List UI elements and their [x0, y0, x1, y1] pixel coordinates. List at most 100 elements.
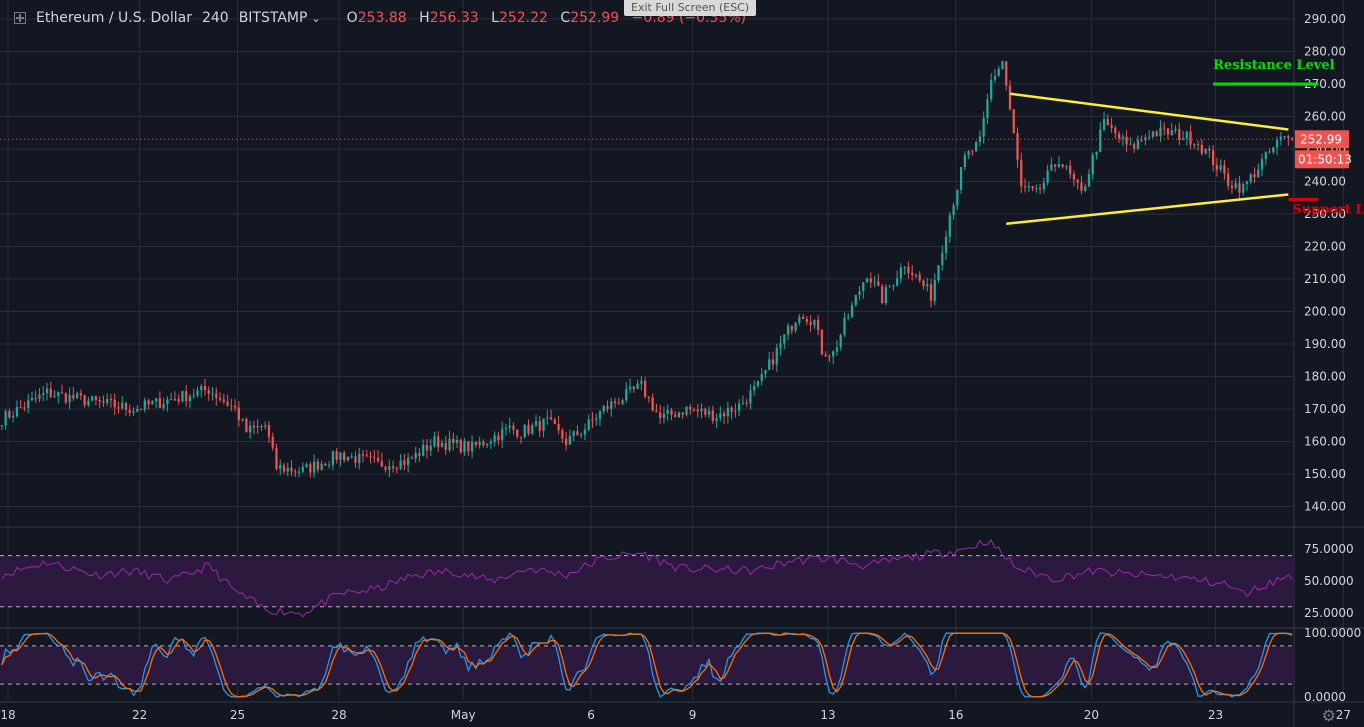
candle-body	[982, 118, 985, 137]
candle-body	[862, 282, 865, 292]
candle-body	[692, 409, 696, 411]
timeframe[interactable]: 240	[201, 10, 229, 26]
candle-body	[700, 408, 703, 412]
candle-body	[132, 411, 135, 413]
stoch-tick-label: 0.0000	[1304, 690, 1346, 704]
candle-body	[1144, 137, 1147, 141]
price-tick-label: 200.00	[1304, 305, 1346, 319]
candle-body	[828, 356, 831, 358]
candle-body	[888, 286, 891, 288]
candle-body	[1230, 185, 1234, 189]
candle-body	[1008, 85, 1012, 110]
candle-body	[151, 401, 154, 405]
candle-body	[154, 398, 158, 402]
high-value: 256.33	[429, 10, 479, 26]
candle-body	[358, 453, 361, 464]
candle-body	[602, 405, 605, 412]
candle-body	[854, 294, 857, 305]
candle-body	[1114, 127, 1117, 134]
candle-body	[482, 441, 485, 446]
candle-body	[192, 395, 195, 397]
candle-body	[651, 397, 654, 411]
candle-body	[12, 416, 15, 418]
candle-body	[452, 438, 455, 443]
candle-body	[241, 418, 244, 421]
candle-body	[1117, 133, 1121, 139]
candle-body	[459, 439, 462, 453]
candle-body	[463, 441, 466, 453]
candle-body	[418, 452, 421, 457]
countdown-value: 01:50:13	[1298, 152, 1352, 166]
candle-body	[1196, 144, 1200, 146]
candle-body	[798, 316, 801, 323]
candle-body	[57, 392, 60, 396]
candle-body	[677, 412, 681, 418]
candle-body	[1038, 188, 1042, 190]
candle-body	[892, 285, 895, 287]
exchange[interactable]: BITSTAMP	[238, 10, 308, 26]
gear-icon[interactable]: ⚙	[1321, 706, 1336, 725]
candle-body	[376, 457, 380, 461]
candle-body	[256, 426, 259, 428]
candle-body	[27, 400, 30, 408]
candle-body	[260, 426, 263, 428]
candle-body	[346, 457, 350, 461]
price-tick-label: 190.00	[1304, 337, 1346, 351]
candle-body	[899, 267, 903, 279]
close-value: 252.99	[570, 10, 620, 26]
candle-body	[218, 397, 222, 400]
candle-body	[771, 359, 775, 365]
candle-body	[1061, 164, 1064, 167]
candle-body	[918, 274, 921, 281]
chevron-down-icon[interactable]: ⌄	[311, 11, 321, 25]
candle-body	[1136, 140, 1140, 149]
candle-body	[1257, 169, 1260, 178]
candle-body	[850, 304, 854, 317]
symbol-name[interactable]: Ethereum / U.S. Dollar	[36, 10, 192, 26]
price-tick-label: 230.00	[1304, 207, 1346, 221]
candle-body	[173, 399, 177, 401]
candle-body	[1084, 186, 1087, 191]
candle-body	[993, 76, 997, 80]
add-symbol-button[interactable]	[14, 12, 26, 24]
candle-body	[948, 215, 951, 237]
candle-body	[847, 316, 850, 319]
exit-fullscreen-button[interactable]: Exit Full Screen (ESC)	[624, 0, 757, 16]
candle-body	[628, 386, 632, 390]
candle-body	[410, 457, 414, 459]
candle-body	[226, 401, 229, 406]
candle-body	[188, 396, 192, 402]
candle-body	[316, 461, 319, 470]
candle-body	[617, 403, 620, 405]
candle-body	[215, 393, 218, 398]
candle-body	[734, 410, 737, 412]
candle-body	[470, 441, 474, 452]
resistance-label: Resistance Level	[1213, 58, 1334, 73]
time-tick-label: 20	[1084, 708, 1099, 722]
candle-body	[809, 321, 812, 326]
candle-body	[136, 408, 139, 412]
candle-body	[580, 434, 583, 436]
candle-body	[1042, 182, 1045, 190]
candle-body	[467, 441, 470, 452]
candle-body	[222, 399, 225, 402]
candle-body	[975, 141, 978, 152]
candle-body	[102, 401, 105, 403]
candle-body	[764, 369, 767, 374]
candle-body	[399, 460, 402, 469]
candle-body	[741, 402, 745, 404]
candle-body	[1249, 174, 1252, 182]
candle-body	[621, 400, 624, 404]
candle-body	[704, 408, 707, 415]
candle-body	[865, 278, 869, 283]
candle-body	[929, 284, 933, 301]
candle-body	[655, 410, 658, 413]
candle-body	[1054, 164, 1057, 167]
candle-body	[726, 407, 730, 417]
candle-body	[1106, 119, 1109, 125]
price-tick-label: 280.00	[1304, 45, 1346, 59]
candle-body	[185, 391, 188, 402]
candle-body	[959, 167, 963, 190]
candle-body	[335, 451, 338, 460]
